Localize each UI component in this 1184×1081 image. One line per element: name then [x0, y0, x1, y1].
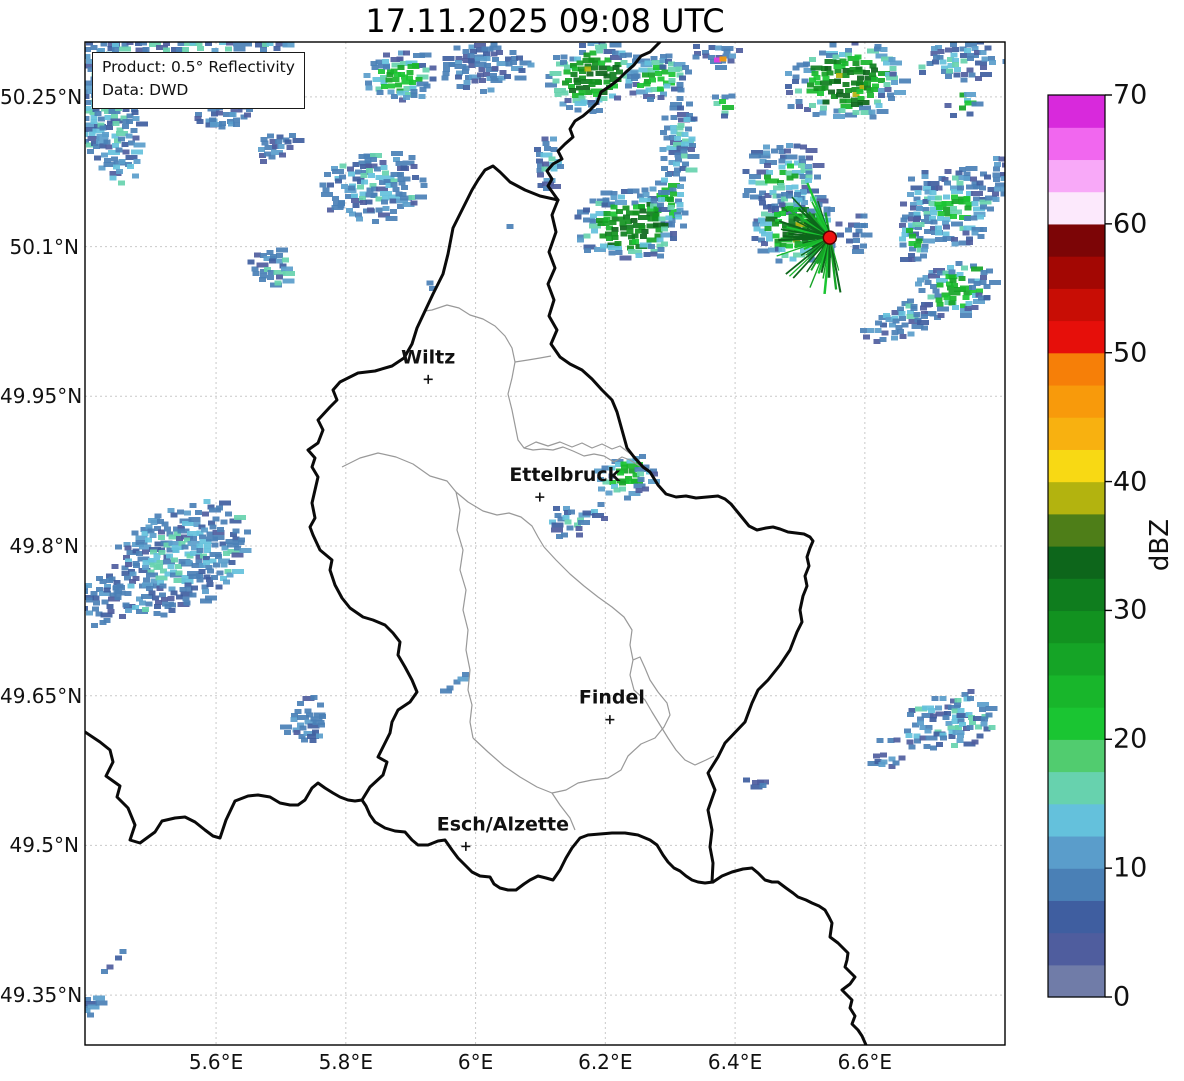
colorbar-segment: [1048, 320, 1105, 354]
colorbar-segment: [1048, 127, 1105, 161]
colorbar-segment: [1048, 610, 1105, 644]
colorbar-segment: [1048, 771, 1105, 805]
colorbar-segment: [1048, 835, 1105, 869]
colorbar-segment: [1048, 449, 1105, 483]
colorbar-tick-label: 0: [1113, 981, 1131, 1013]
city-layer: Wiltz Ettelbruck Findel Esch/Alzette: [401, 346, 645, 851]
colorbar-axis-label: dBZ: [1145, 518, 1175, 572]
colorbar-segment: [1048, 513, 1105, 547]
y-axis-tick-label: 50.1°N: [9, 234, 80, 259]
colorbar-segment: [1048, 95, 1105, 128]
colorbar-segment: [1048, 191, 1105, 225]
y-axis-tick-label: 49.35°N: [0, 983, 83, 1008]
x-axis-tick-label: 6.2°E: [578, 1050, 633, 1074]
product-info-box: Product: 0.5° Reflectivity Data: DWD: [92, 52, 305, 109]
colorbar-segment: [1048, 964, 1105, 998]
x-axis-tick-label: 5.6°E: [188, 1050, 244, 1074]
colorbar-segment: [1048, 481, 1105, 515]
colorbar-segment: [1048, 868, 1105, 901]
axes-frame: [84, 41, 1006, 1046]
district-borders: [341, 304, 715, 831]
colorbar-segment: [1048, 352, 1105, 386]
colorbar-segment: [1048, 707, 1105, 740]
colorbar-segment: [1048, 803, 1105, 837]
city-label: Ettelbruck: [509, 464, 620, 486]
colorbar-segment: [1048, 546, 1105, 579]
colorbar-tick-label: 40: [1113, 466, 1148, 498]
colorbar-tick-label: 20: [1113, 723, 1148, 755]
colorbar-segment: [1048, 674, 1105, 708]
product-info-line: Product: 0.5° Reflectivity: [102, 58, 295, 76]
x-axis-tick-label: 6°E: [457, 1050, 494, 1074]
x-axis-tick-label: 6.4°E: [707, 1050, 763, 1074]
colorbar-segment: [1048, 417, 1105, 450]
data-source-line: Data: DWD: [102, 81, 189, 100]
city-label: Esch/Alzette: [437, 813, 569, 835]
y-axis-tick-label: 49.5°N: [9, 833, 80, 858]
colorbar-segment: [1048, 256, 1105, 289]
y-axis-tick-label: 49.65°N: [0, 683, 83, 708]
colorbar-tick-label: 50: [1113, 337, 1148, 369]
colorbar-tick-label: 10: [1113, 852, 1148, 884]
y-axis-tick-label: 50.25°N: [0, 84, 83, 109]
colorbar-segment: [1048, 932, 1105, 966]
country-borders: [85, 42, 868, 1045]
map-plot-area: Wiltz Ettelbruck Findel Esch/Alzette: [85, 42, 1005, 1045]
radar-site-marker: [822, 230, 838, 245]
colorbar: [1047, 94, 1112, 998]
city-label: Findel: [579, 687, 645, 709]
radar-echo-layer: [85, 42, 1005, 1018]
x-axis-tick-label: 5.8°E: [318, 1050, 374, 1074]
colorbar-tick-label: 70: [1113, 79, 1148, 111]
colorbar-segment: [1048, 642, 1105, 676]
city-label: Wiltz: [401, 346, 455, 368]
colorbar-segment: [1048, 900, 1105, 934]
city-marker: [461, 841, 471, 851]
colorbar-segment: [1048, 223, 1105, 257]
city-marker: [535, 492, 545, 502]
map-title: 17.11.2025 09:08 UTC: [365, 2, 725, 40]
y-axis-tick-label: 49.95°N: [0, 384, 83, 409]
city-marker: [605, 715, 615, 725]
colorbar-segment: [1048, 384, 1105, 418]
colorbar-segment: [1048, 739, 1105, 773]
colorbar-segment: [1048, 288, 1105, 322]
colorbar-segment: [1048, 578, 1105, 612]
colorbar-segment: [1048, 159, 1105, 193]
y-axis-tick-label: 49.8°N: [9, 533, 80, 558]
city-marker: [423, 374, 433, 384]
colorbar-tick-label: 60: [1113, 208, 1148, 240]
radar-spoke-artifacts: [776, 182, 842, 295]
colorbar-tick-label: 30: [1113, 594, 1148, 626]
x-axis-tick-label: 6.6°E: [837, 1050, 893, 1074]
